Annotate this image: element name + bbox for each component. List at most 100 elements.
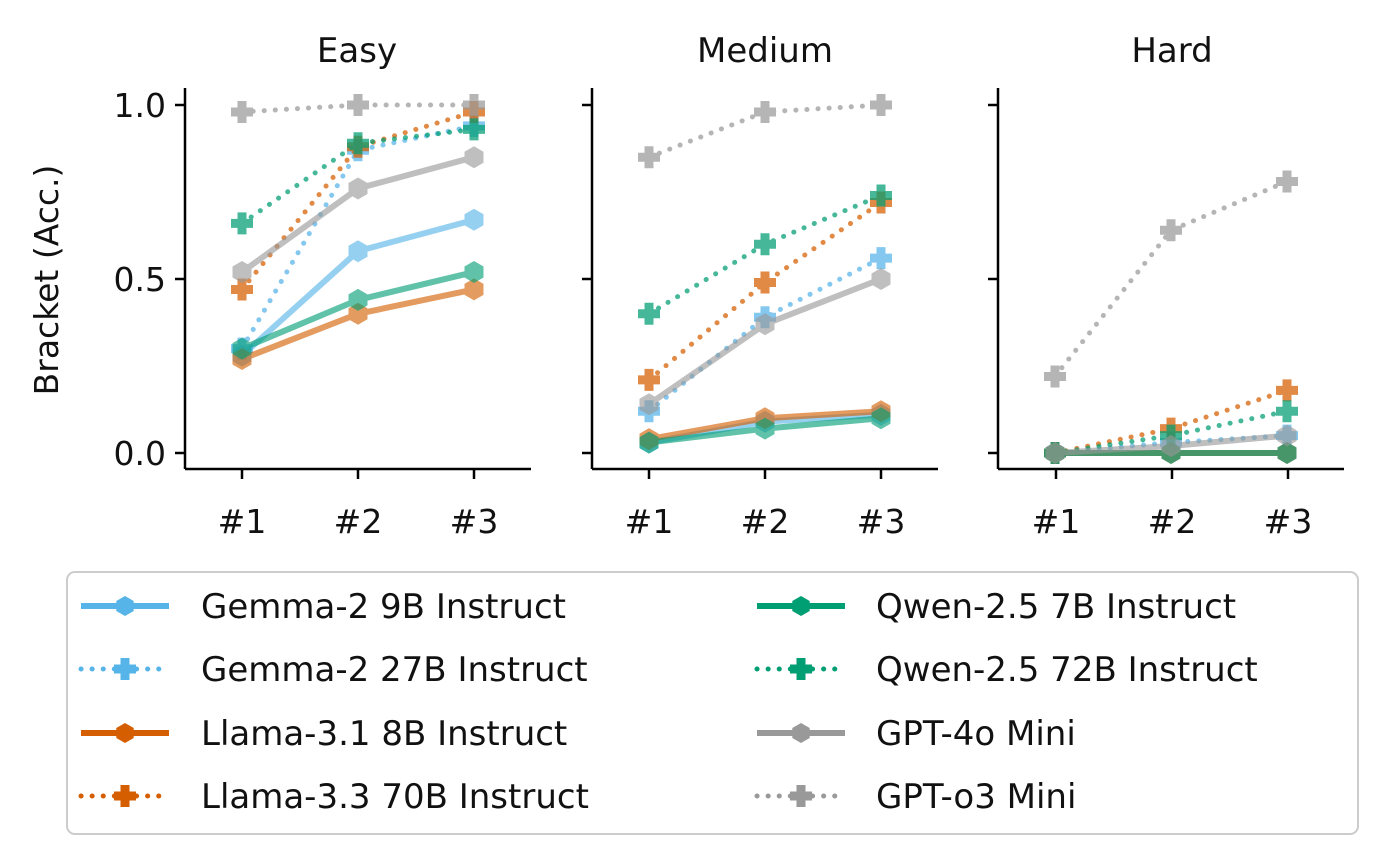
y-tick-label: 0.0 (114, 434, 166, 473)
series-gpt-4o-mini (639, 268, 891, 416)
legend-frame (66, 571, 1359, 835)
legend-label: GPT-o3 Mini (876, 777, 1076, 817)
y-tick-label: 1.0 (114, 86, 166, 125)
series-layer-easy (231, 94, 485, 370)
data-point-hexagon (755, 313, 775, 336)
legend-marker-plus (790, 785, 812, 807)
series-gpt-o3-mini (638, 94, 892, 169)
x-tick-label: #1 (1032, 502, 1081, 541)
series-qwen-2-5-7b-instruct (232, 261, 484, 360)
x-tick-label: #1 (218, 502, 267, 541)
x-tick-label: #2 (1148, 502, 1197, 541)
x-tick-label: #3 (450, 502, 499, 541)
legend-label: Gemma-2 27B Instruct (201, 650, 588, 690)
x-tick-label: #1 (625, 502, 674, 541)
data-point-hexagon (871, 268, 891, 290)
data-point-plus (347, 132, 369, 155)
data-point-hexagon (639, 393, 659, 416)
series-gpt-o3-mini (1044, 170, 1298, 388)
panel-medium: Medium #1 #2 #3 (582, 31, 938, 541)
legend-handle (754, 785, 848, 807)
panel-easy: Easy 0.0 0.5 1.0 #1 #2 #3 (114, 31, 531, 541)
data-point-hexagon (464, 208, 484, 231)
data-point-hexagon (348, 240, 368, 263)
data-point-plus (754, 100, 776, 123)
data-point-hexagon (639, 431, 659, 454)
data-point-plus (1276, 400, 1298, 423)
series-line (646, 199, 884, 383)
panel-title-medium: Medium (697, 31, 833, 71)
legend-handle (78, 658, 172, 680)
legend-handle (81, 596, 169, 616)
legend-marker-hexagon (116, 723, 134, 743)
panel-title-easy: Easy (317, 31, 397, 71)
data-point-plus (231, 212, 253, 235)
y-tick-label: 0.5 (114, 260, 166, 299)
x-tick-label: #3 (1264, 502, 1313, 541)
data-point-plus (463, 118, 485, 141)
data-point-hexagon (348, 288, 368, 311)
data-point-hexagon (348, 302, 368, 325)
series-line (239, 109, 477, 292)
data-point-hexagon (464, 261, 484, 283)
series-layer-hard (1044, 170, 1298, 464)
data-point-hexagon (1045, 442, 1065, 464)
legend-handle (78, 785, 172, 807)
legend-label: Llama-3.3 70B Instruct (201, 777, 589, 817)
series-qwen-2-5-7b-instruct (639, 407, 891, 454)
data-point-plus (463, 94, 485, 116)
data-point-hexagon (348, 177, 368, 200)
legend-marker-hexagon (792, 723, 810, 743)
data-point-hexagon (871, 407, 891, 430)
data-point-plus (754, 271, 776, 294)
series-line (239, 123, 477, 352)
legend-marker-hexagon (792, 596, 810, 616)
legend-marker-plus (790, 658, 812, 680)
data-point-hexagon (1161, 435, 1181, 457)
data-point-plus (347, 94, 369, 116)
data-point-plus (231, 278, 253, 301)
x-tick-label: #2 (334, 502, 383, 541)
data-point-plus (870, 247, 892, 270)
legend: Gemma-2 9B Instruct Gemma-2 27B Instruct… (66, 571, 1359, 835)
series-gemma-2-9b-instruct (232, 208, 484, 367)
data-point-plus (1276, 170, 1298, 193)
data-point-plus (754, 233, 776, 256)
series-qwen-2-5-72b-instruct (231, 118, 485, 235)
data-point-hexagon (232, 261, 252, 283)
data-point-plus (1044, 365, 1066, 388)
panel-title-hard: Hard (1131, 31, 1212, 71)
data-point-hexagon (464, 146, 484, 169)
data-point-plus (638, 368, 660, 391)
x-tick-label: #3 (857, 502, 906, 541)
data-point-hexagon (1277, 442, 1297, 464)
series-gpt-o3-mini (231, 94, 485, 123)
legend-items (78, 596, 848, 807)
legend-label: Qwen-2.5 7B Instruct (876, 587, 1236, 627)
legend-handle (757, 596, 845, 616)
data-point-plus (870, 94, 892, 116)
legend-marker-plus (114, 658, 136, 680)
data-point-plus (231, 100, 253, 123)
data-point-hexagon (1277, 424, 1297, 447)
series-line (1052, 179, 1290, 379)
data-point-plus (638, 302, 660, 325)
data-point-hexagon (464, 278, 484, 301)
series-gpt-4o-mini (232, 146, 484, 283)
data-point-hexagon (755, 417, 775, 440)
legend-handle (81, 723, 169, 743)
data-point-plus (870, 184, 892, 207)
legend-marker-hexagon (116, 596, 134, 616)
data-point-hexagon (232, 337, 252, 360)
data-point-plus (1160, 219, 1182, 242)
legend-handle (754, 658, 848, 680)
legend-label: Gemma-2 9B Instruct (201, 587, 566, 627)
series-qwen-2-5-72b-instruct (638, 184, 892, 325)
legend-label: Qwen-2.5 72B Instruct (876, 650, 1258, 690)
legend-marker-plus (114, 785, 136, 807)
series-gpt-4o-mini (1045, 424, 1297, 464)
series-layer-medium (638, 94, 892, 454)
series-line (1052, 387, 1290, 456)
x-tick-label: #2 (741, 502, 790, 541)
y-axis-label: Bracket (Acc.) (27, 165, 66, 396)
